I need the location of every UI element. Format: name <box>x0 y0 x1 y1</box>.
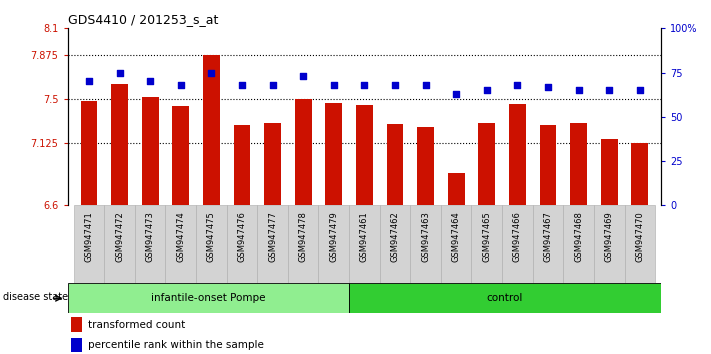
Point <box>451 91 462 97</box>
Point <box>114 70 125 75</box>
Point <box>573 87 584 93</box>
Bar <box>172 106 189 205</box>
Point <box>420 82 432 88</box>
Text: GSM947464: GSM947464 <box>451 212 461 262</box>
Bar <box>233 125 250 205</box>
Bar <box>203 55 220 205</box>
Bar <box>601 139 618 205</box>
Bar <box>295 99 311 205</box>
Text: GSM947473: GSM947473 <box>146 212 155 262</box>
Bar <box>533 205 563 283</box>
Point <box>604 87 615 93</box>
Bar <box>166 205 196 283</box>
Point <box>328 82 339 88</box>
Text: GSM947462: GSM947462 <box>390 212 400 262</box>
Bar <box>264 123 281 205</box>
Text: control: control <box>487 293 523 303</box>
Text: GSM947479: GSM947479 <box>329 212 338 262</box>
Point <box>297 73 309 79</box>
Bar <box>349 205 380 283</box>
Bar <box>135 205 166 283</box>
Bar <box>257 205 288 283</box>
Text: GSM947469: GSM947469 <box>605 212 614 262</box>
Bar <box>70 338 82 352</box>
Point <box>175 82 186 88</box>
Bar <box>141 97 159 205</box>
Bar <box>68 283 349 313</box>
Text: GSM947468: GSM947468 <box>574 212 583 262</box>
Text: percentile rank within the sample: percentile rank within the sample <box>88 340 264 350</box>
Bar <box>80 102 97 205</box>
Point <box>205 70 217 75</box>
Text: transformed count: transformed count <box>88 320 186 330</box>
Text: GSM947466: GSM947466 <box>513 212 522 262</box>
Text: GSM947467: GSM947467 <box>543 212 552 262</box>
Bar <box>288 205 319 283</box>
Bar <box>509 104 526 205</box>
Text: GSM947476: GSM947476 <box>237 212 247 262</box>
Text: GSM947470: GSM947470 <box>636 212 644 262</box>
Bar <box>448 173 464 205</box>
Point <box>267 82 278 88</box>
Bar <box>227 205 257 283</box>
Bar <box>70 318 82 332</box>
Bar <box>502 205 533 283</box>
Text: GSM947461: GSM947461 <box>360 212 369 262</box>
Point <box>542 84 554 90</box>
Bar <box>624 205 655 283</box>
Bar <box>380 205 410 283</box>
Point <box>236 82 247 88</box>
Bar <box>319 205 349 283</box>
Text: GSM947465: GSM947465 <box>482 212 491 262</box>
Text: GSM947478: GSM947478 <box>299 212 308 262</box>
Text: GSM947475: GSM947475 <box>207 212 216 262</box>
Point <box>358 82 370 88</box>
Bar <box>417 127 434 205</box>
Text: GSM947463: GSM947463 <box>421 212 430 262</box>
Point <box>83 79 95 84</box>
Bar <box>387 124 403 205</box>
Point <box>481 87 493 93</box>
Point <box>634 87 646 93</box>
Bar <box>441 205 471 283</box>
Bar <box>349 283 661 313</box>
Bar <box>105 205 135 283</box>
Bar <box>540 125 557 205</box>
Bar <box>570 123 587 205</box>
Text: GSM947471: GSM947471 <box>85 212 93 262</box>
Point <box>512 82 523 88</box>
Text: GDS4410 / 201253_s_at: GDS4410 / 201253_s_at <box>68 13 218 26</box>
Bar <box>111 84 128 205</box>
Point <box>144 79 156 84</box>
Text: infantile-onset Pompe: infantile-onset Pompe <box>151 293 265 303</box>
Bar <box>356 105 373 205</box>
Bar <box>471 205 502 283</box>
Text: GSM947477: GSM947477 <box>268 212 277 262</box>
Text: disease state: disease state <box>4 292 68 302</box>
Bar <box>594 205 624 283</box>
Bar <box>196 205 227 283</box>
Bar <box>631 143 648 205</box>
Bar <box>326 103 342 205</box>
Bar <box>479 123 496 205</box>
Text: GSM947474: GSM947474 <box>176 212 186 262</box>
Bar <box>563 205 594 283</box>
Point <box>390 82 401 88</box>
Text: GSM947472: GSM947472 <box>115 212 124 262</box>
Bar <box>74 205 105 283</box>
Bar <box>410 205 441 283</box>
